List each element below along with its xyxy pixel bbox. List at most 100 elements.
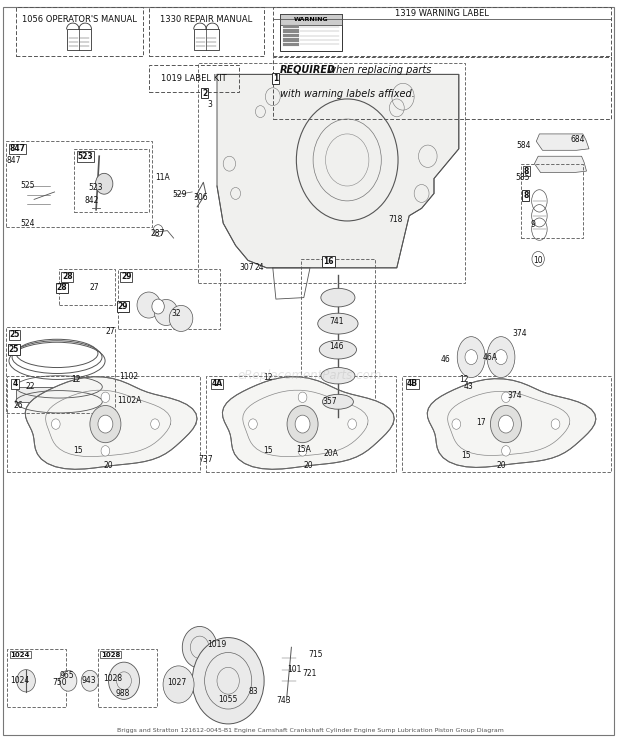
Bar [402,376,611,472]
Bar [67,29,92,50]
Text: 965: 965 [60,671,74,680]
Text: 3: 3 [208,100,213,109]
Text: 1027: 1027 [167,679,187,687]
Text: 27: 27 [105,327,115,336]
Text: 29: 29 [121,272,131,281]
Circle shape [502,392,510,403]
Bar [280,14,342,25]
Ellipse shape [322,394,353,409]
Text: 29: 29 [118,302,128,311]
Circle shape [60,670,77,691]
Text: 20: 20 [103,461,113,470]
Text: 4A: 4A [211,379,223,388]
Ellipse shape [169,305,193,332]
Circle shape [295,415,310,433]
Text: 32: 32 [172,310,182,318]
Text: 146: 146 [329,342,343,351]
Text: 523: 523 [89,183,104,192]
Text: 1330 REPAIR MANUAL: 1330 REPAIR MANUAL [160,15,252,24]
Text: 287: 287 [151,229,166,238]
Bar [273,57,611,119]
Text: 101: 101 [287,665,302,674]
Text: 22: 22 [25,382,35,391]
Ellipse shape [487,336,515,377]
Text: with warning labels affixed.: with warning labels affixed. [280,89,415,98]
Circle shape [152,299,164,314]
Text: 28: 28 [56,283,68,292]
Bar [149,65,239,92]
Bar [198,63,465,283]
Text: 4: 4 [12,379,17,388]
Text: 25: 25 [9,330,20,339]
Text: 1056 OPERATOR'S MANUAL: 1056 OPERATOR'S MANUAL [22,15,136,24]
Polygon shape [534,156,587,173]
Text: 28: 28 [62,272,73,281]
Bar [98,649,157,707]
Ellipse shape [154,299,178,326]
Text: 8: 8 [524,167,529,176]
Text: 20A: 20A [324,449,339,458]
Circle shape [495,350,507,365]
Text: 750: 750 [52,679,67,687]
Text: 1024: 1024 [11,652,30,658]
Circle shape [502,446,510,456]
Text: 17: 17 [476,418,486,427]
Bar [7,376,200,472]
Text: 46: 46 [440,355,450,364]
Bar [521,164,583,238]
Bar [6,327,115,413]
Text: 847: 847 [6,156,21,165]
Text: 306: 306 [193,193,208,202]
Text: 307: 307 [239,263,254,272]
Bar [16,7,143,56]
Text: 2: 2 [202,89,207,97]
Circle shape [81,670,99,691]
Circle shape [17,670,35,692]
Circle shape [452,419,461,429]
Bar [7,649,66,707]
Text: 4B: 4B [407,379,418,388]
Text: 83: 83 [248,687,258,696]
Ellipse shape [458,336,485,377]
Text: 15: 15 [73,446,83,455]
Circle shape [95,173,113,194]
Circle shape [348,419,356,429]
Polygon shape [16,387,102,402]
Circle shape [298,446,307,456]
Text: 684: 684 [570,135,585,144]
Bar [6,141,152,227]
Text: 1028: 1028 [101,652,120,658]
Text: 529: 529 [172,190,187,199]
Text: when replacing parts: when replacing parts [325,65,432,74]
Polygon shape [217,74,459,268]
Text: 1028: 1028 [104,674,122,683]
Text: 842: 842 [84,196,99,205]
Text: Briggs and Stratton 121612-0045-B1 Engine Camshaft Crankshaft Cylinder Engine Su: Briggs and Stratton 121612-0045-B1 Engin… [117,728,503,733]
Bar [149,7,264,56]
Text: 847: 847 [9,144,25,153]
Text: 12: 12 [71,375,81,384]
Circle shape [298,392,307,403]
Text: 11A: 11A [155,173,170,182]
Bar [273,7,611,56]
Bar [118,269,220,329]
Circle shape [287,405,318,443]
Text: 374: 374 [512,329,527,338]
Polygon shape [427,379,596,467]
Bar [59,269,115,305]
Bar [193,29,218,50]
Text: 374: 374 [507,391,522,400]
Text: 721: 721 [303,669,317,678]
Text: 12: 12 [459,375,469,384]
Circle shape [151,419,159,429]
Bar [280,14,342,51]
Text: 715: 715 [308,650,323,659]
Text: 9: 9 [531,220,536,229]
Text: 24: 24 [254,263,264,272]
Polygon shape [223,376,394,469]
Circle shape [163,666,194,703]
Circle shape [101,392,110,403]
Text: 1024: 1024 [10,676,30,684]
Text: 943: 943 [81,676,96,685]
Text: 20: 20 [496,461,506,470]
